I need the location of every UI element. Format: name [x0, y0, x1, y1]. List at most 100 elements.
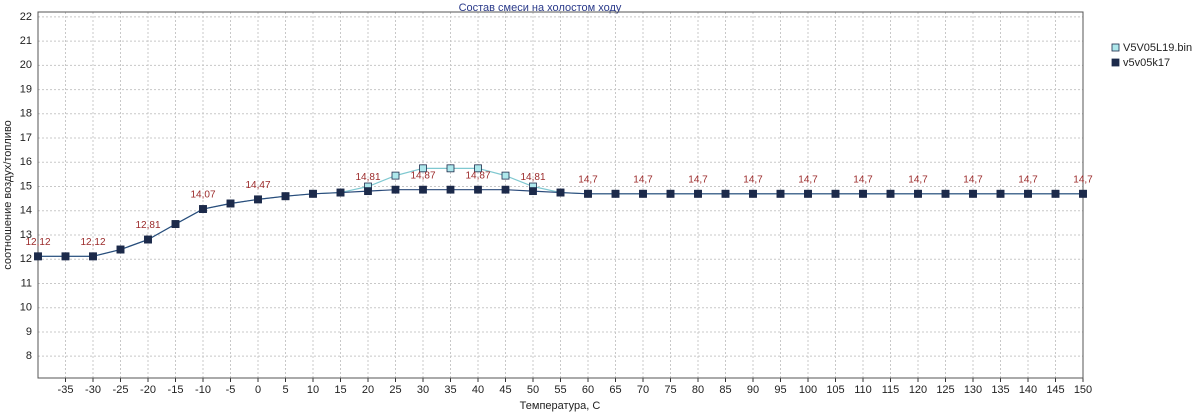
data-label: 14,7: [1073, 174, 1093, 185]
data-point: [61, 252, 70, 261]
data-point: [584, 189, 592, 198]
data-point: [611, 189, 620, 198]
data-point: [886, 189, 895, 198]
data-label: 14,81: [355, 172, 380, 183]
y-tick-label: 15: [20, 180, 32, 192]
x-tick-label: 40: [472, 384, 484, 396]
data-point: [171, 220, 180, 228]
data-point: [969, 189, 977, 198]
data-point: [501, 185, 510, 194]
data-point: [1079, 189, 1087, 198]
x-tick-label: 140: [1019, 384, 1037, 396]
data-point: [529, 187, 537, 196]
data-point: [859, 189, 867, 198]
data-label: 14,7: [798, 174, 818, 185]
data-point: [941, 189, 950, 198]
legend-marker: [1111, 43, 1120, 52]
data-point: [391, 185, 400, 194]
x-axis-label: Температура, С: [520, 400, 601, 412]
x-tick-label: 10: [307, 384, 319, 396]
data-point: [914, 189, 922, 198]
y-tick-label: 19: [20, 83, 32, 95]
x-tick-label: -5: [226, 384, 236, 396]
chart-title: Состав смеси на холостом ходу: [459, 2, 622, 14]
data-label: 14,87: [465, 170, 490, 181]
data-point: [364, 187, 372, 196]
y-tick-label: 14: [20, 205, 32, 217]
x-tick-label: 120: [909, 384, 927, 396]
x-tick-label: -30: [85, 384, 101, 396]
data-point: [34, 252, 42, 261]
data-point: [804, 189, 812, 198]
x-tick-label: 0: [255, 384, 261, 396]
x-tick-label: 15: [334, 384, 346, 396]
x-tick-label: 115: [882, 384, 900, 396]
x-tick-label: 145: [1046, 384, 1064, 396]
y-tick-label: 22: [20, 11, 32, 23]
x-tick-label: 35: [444, 384, 456, 396]
x-tick-label: 85: [719, 384, 731, 396]
data-point: [391, 171, 400, 180]
x-tick-label: 70: [637, 384, 649, 396]
x-tick-label: 90: [747, 384, 759, 396]
data-point: [666, 189, 675, 198]
x-tick-label: 125: [936, 384, 954, 396]
data-point: [281, 192, 290, 201]
x-tick-label: -10: [195, 384, 211, 396]
y-tick-label: 18: [20, 108, 32, 120]
data-point: [419, 164, 427, 173]
data-label: 14,7: [853, 174, 873, 185]
legend-label: V5V05L19.bin: [1123, 42, 1192, 54]
data-point: [721, 189, 730, 198]
data-point: [446, 185, 455, 194]
data-point: [419, 185, 427, 194]
data-point: [749, 189, 757, 198]
data-point: [639, 189, 647, 198]
data-label: 12,12: [80, 237, 105, 248]
y-tick-label: 9: [26, 326, 32, 338]
x-tick-label: 95: [774, 384, 786, 396]
x-tick-label: 65: [609, 384, 621, 396]
data-label: 14,7: [578, 174, 598, 185]
x-tick-label: 150: [1074, 384, 1092, 396]
y-axis-label: соотношение воздух/топливо: [2, 120, 14, 270]
y-tick-label: 17: [20, 132, 32, 144]
data-point: [199, 205, 207, 213]
data-label: 14,7: [633, 174, 653, 185]
x-tick-label: -20: [140, 384, 156, 396]
y-tick-label: 20: [20, 59, 32, 71]
data-point: [144, 235, 152, 244]
x-tick-label: 80: [692, 384, 704, 396]
data-point: [694, 189, 702, 198]
x-tick-label: -35: [58, 384, 74, 396]
data-point: [1024, 189, 1032, 198]
data-label: 14,7: [1018, 174, 1038, 185]
data-label: 12,12: [25, 237, 50, 248]
x-tick-label: 60: [582, 384, 594, 396]
data-label: 14,87: [410, 170, 435, 181]
y-tick-label: 10: [20, 302, 32, 314]
x-tick-label: 20: [362, 384, 374, 396]
x-tick-label: 55: [554, 384, 566, 396]
y-tick-label: 11: [21, 277, 32, 289]
y-tick-label: 12: [20, 253, 32, 265]
x-tick-label: 45: [499, 384, 511, 396]
data-label: 14,7: [963, 174, 983, 185]
data-label: 14,7: [743, 174, 763, 185]
data-point: [776, 189, 785, 198]
data-point: [254, 195, 262, 204]
legend-label: v5v05k17: [1123, 57, 1170, 69]
legend-marker: [1111, 58, 1120, 67]
y-tick-label: 8: [26, 350, 32, 362]
data-point: [474, 185, 482, 194]
x-tick-label: -15: [168, 384, 184, 396]
x-tick-label: 135: [991, 384, 1009, 396]
data-point: [474, 164, 482, 173]
x-tick-label: 50: [527, 384, 539, 396]
data-label: 12,81: [135, 220, 160, 231]
data-point: [446, 164, 455, 173]
data-point: [116, 245, 125, 254]
x-tick-label: 130: [964, 384, 982, 396]
